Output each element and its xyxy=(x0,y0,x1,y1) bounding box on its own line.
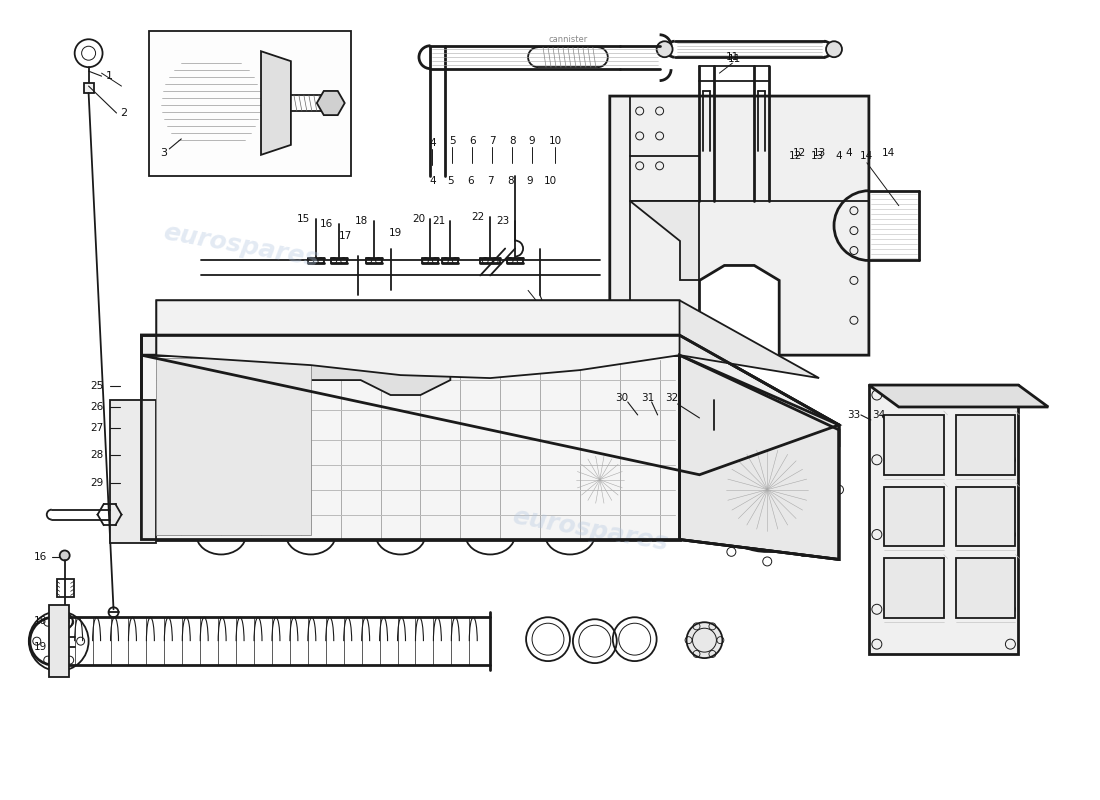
Polygon shape xyxy=(869,385,1048,407)
Text: 2: 2 xyxy=(120,108,127,118)
Circle shape xyxy=(575,455,625,505)
Polygon shape xyxy=(48,606,68,677)
Polygon shape xyxy=(156,300,820,378)
Text: 13: 13 xyxy=(813,148,826,158)
Text: 7: 7 xyxy=(487,176,494,186)
Circle shape xyxy=(565,445,635,514)
Text: 4: 4 xyxy=(846,148,852,158)
Circle shape xyxy=(59,550,69,561)
Circle shape xyxy=(686,622,723,658)
Polygon shape xyxy=(956,486,1015,546)
Text: 30: 30 xyxy=(615,393,628,403)
Text: 8: 8 xyxy=(507,176,514,186)
Circle shape xyxy=(717,440,817,539)
Text: 16: 16 xyxy=(33,553,47,562)
Text: 33: 33 xyxy=(847,410,860,420)
Circle shape xyxy=(204,95,219,111)
Text: 7: 7 xyxy=(488,136,495,146)
Text: 21: 21 xyxy=(432,216,446,226)
Text: 3: 3 xyxy=(160,148,167,158)
Polygon shape xyxy=(156,300,680,378)
Circle shape xyxy=(657,42,672,57)
Text: 32: 32 xyxy=(666,393,679,403)
Polygon shape xyxy=(84,83,94,93)
Text: eurospares: eurospares xyxy=(510,504,670,555)
Polygon shape xyxy=(142,335,839,445)
Text: 31: 31 xyxy=(641,393,654,403)
Polygon shape xyxy=(956,415,1015,474)
Text: 27: 27 xyxy=(90,423,103,433)
Circle shape xyxy=(160,51,263,155)
Polygon shape xyxy=(869,385,1019,654)
Text: 11: 11 xyxy=(726,52,739,62)
Text: 20: 20 xyxy=(411,214,425,224)
Text: 12: 12 xyxy=(792,148,806,158)
Circle shape xyxy=(224,473,268,517)
Text: 19: 19 xyxy=(389,227,403,238)
Text: 8: 8 xyxy=(509,136,516,146)
Polygon shape xyxy=(883,558,944,618)
Polygon shape xyxy=(883,415,944,474)
Text: 10: 10 xyxy=(543,176,557,186)
Polygon shape xyxy=(956,558,1015,618)
Circle shape xyxy=(725,448,810,531)
Text: 22: 22 xyxy=(472,212,485,222)
Text: 4: 4 xyxy=(429,176,436,186)
Polygon shape xyxy=(156,358,311,534)
Polygon shape xyxy=(191,355,450,395)
Text: 15: 15 xyxy=(297,214,310,224)
Text: 24: 24 xyxy=(546,310,559,319)
Text: 25: 25 xyxy=(90,381,103,391)
Text: 28: 28 xyxy=(90,450,103,460)
Text: 4: 4 xyxy=(429,138,436,148)
Text: 34: 34 xyxy=(872,410,886,420)
Circle shape xyxy=(635,417,645,427)
Circle shape xyxy=(705,428,829,551)
Polygon shape xyxy=(317,91,344,115)
Text: eurospares: eurospares xyxy=(161,220,321,271)
Text: 6: 6 xyxy=(469,136,475,146)
Text: 12: 12 xyxy=(789,151,802,161)
Text: 4: 4 xyxy=(836,151,843,161)
Text: 16: 16 xyxy=(320,218,333,229)
Text: 9: 9 xyxy=(527,176,534,186)
Polygon shape xyxy=(142,355,680,539)
Text: 18: 18 xyxy=(355,216,368,226)
Circle shape xyxy=(711,394,718,402)
Polygon shape xyxy=(609,96,869,355)
Polygon shape xyxy=(110,400,156,542)
Text: 26: 26 xyxy=(90,402,103,412)
Text: 13: 13 xyxy=(811,151,824,161)
Text: 14: 14 xyxy=(860,151,873,161)
Text: 18: 18 xyxy=(33,616,47,626)
Text: 17: 17 xyxy=(339,230,352,241)
Text: 5: 5 xyxy=(449,136,455,146)
Text: 9: 9 xyxy=(529,136,536,146)
Polygon shape xyxy=(883,486,944,546)
Polygon shape xyxy=(680,355,839,559)
Text: 1: 1 xyxy=(106,71,113,81)
Polygon shape xyxy=(261,51,290,155)
Text: 19: 19 xyxy=(33,642,47,652)
Text: cannister: cannister xyxy=(548,34,587,44)
Polygon shape xyxy=(150,31,351,176)
Text: 14: 14 xyxy=(882,148,895,158)
Text: 6: 6 xyxy=(468,176,474,186)
Text: 23: 23 xyxy=(496,216,509,226)
Text: 5: 5 xyxy=(447,176,453,186)
Circle shape xyxy=(826,42,842,57)
Text: 29: 29 xyxy=(90,478,103,488)
Text: 11: 11 xyxy=(728,54,741,64)
Text: 10: 10 xyxy=(549,136,561,146)
Polygon shape xyxy=(629,201,700,281)
